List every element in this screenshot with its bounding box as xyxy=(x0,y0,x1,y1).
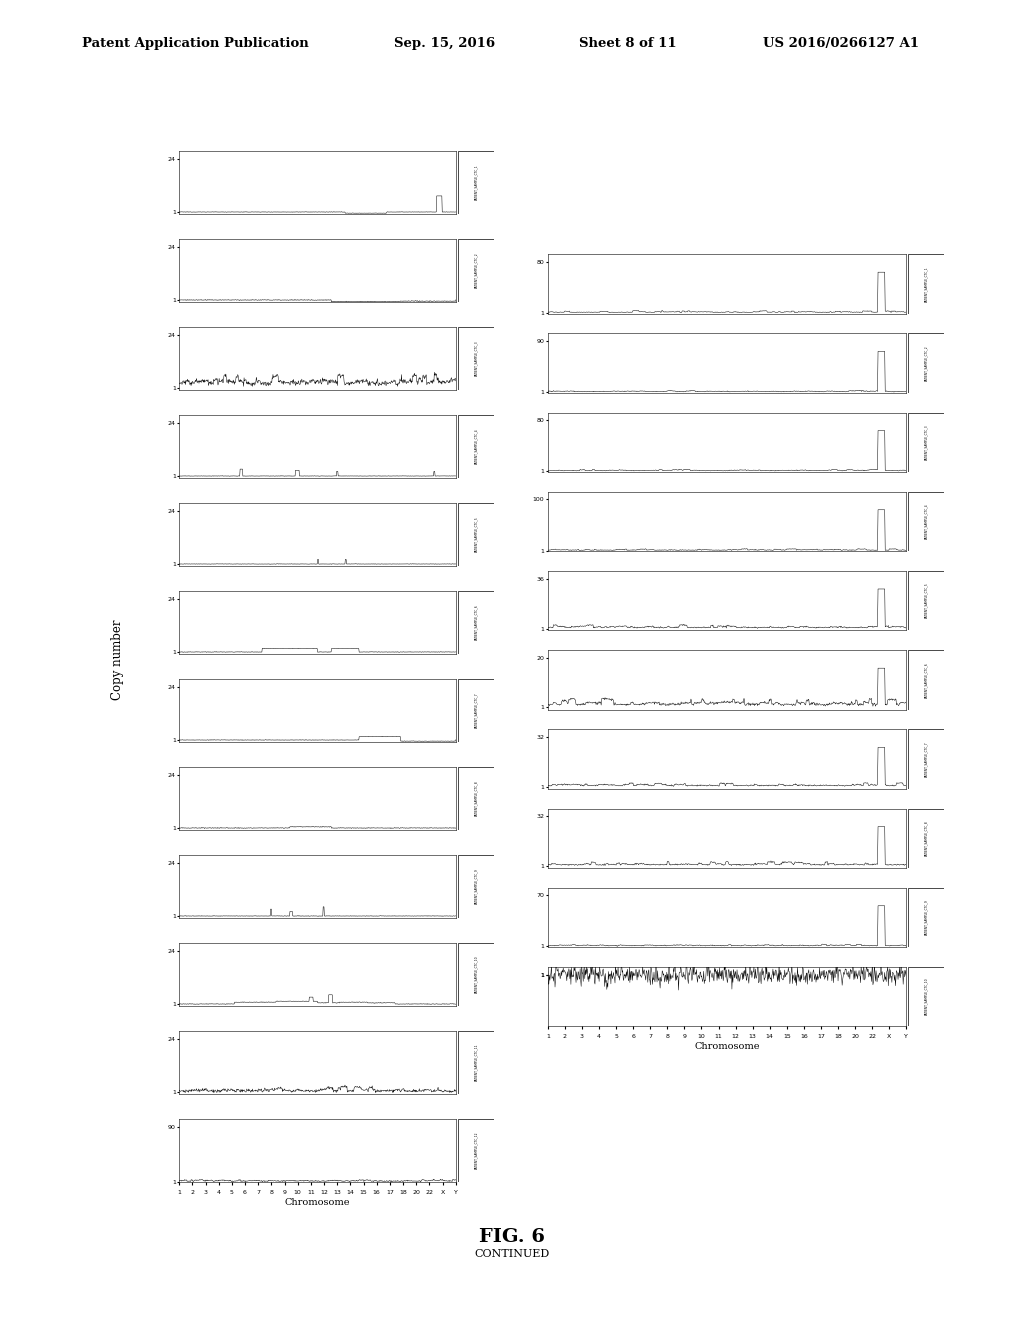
Text: PATIENT_SAMPLE_CTC_3: PATIENT_SAMPLE_CTC_3 xyxy=(474,341,477,376)
Text: PATIENT_SAMPLE_CTC_8: PATIENT_SAMPLE_CTC_8 xyxy=(474,781,477,816)
Text: PATIENT_SAMPLE_CTC_3: PATIENT_SAMPLE_CTC_3 xyxy=(925,425,928,459)
Text: PATIENT_SAMPLE_CTC_9: PATIENT_SAMPLE_CTC_9 xyxy=(925,899,928,936)
Text: PATIENT_SAMPLE_CTC_6: PATIENT_SAMPLE_CTC_6 xyxy=(925,661,928,698)
Text: Sheet 8 of 11: Sheet 8 of 11 xyxy=(579,37,676,50)
Text: PATIENT_SAMPLE_CTC_10: PATIENT_SAMPLE_CTC_10 xyxy=(474,956,477,994)
Text: Sep. 15, 2016: Sep. 15, 2016 xyxy=(394,37,496,50)
Text: FIG. 6: FIG. 6 xyxy=(479,1228,545,1246)
Text: PATIENT_SAMPLE_CTC_4: PATIENT_SAMPLE_CTC_4 xyxy=(925,504,928,539)
X-axis label: Chromosome: Chromosome xyxy=(285,1197,350,1206)
Text: PATIENT_SAMPLE_CTC_2: PATIENT_SAMPLE_CTC_2 xyxy=(925,346,928,380)
Text: PATIENT_SAMPLE_CTC_5: PATIENT_SAMPLE_CTC_5 xyxy=(474,516,477,553)
Text: PATIENT_SAMPLE_CTC_7: PATIENT_SAMPLE_CTC_7 xyxy=(925,742,928,776)
Text: PATIENT_SAMPLE_CTC_5: PATIENT_SAMPLE_CTC_5 xyxy=(925,582,928,619)
Text: PATIENT_SAMPLE_CTC_10: PATIENT_SAMPLE_CTC_10 xyxy=(925,978,928,1015)
X-axis label: Chromosome: Chromosome xyxy=(694,1041,760,1051)
Text: PATIENT_SAMPLE_CTC_1: PATIENT_SAMPLE_CTC_1 xyxy=(474,165,477,201)
Text: PATIENT_SAMPLE_CTC_4: PATIENT_SAMPLE_CTC_4 xyxy=(474,429,477,465)
Text: PATIENT_SAMPLE_CTC_12: PATIENT_SAMPLE_CTC_12 xyxy=(474,1131,477,1170)
Text: PATIENT_SAMPLE_CTC_2: PATIENT_SAMPLE_CTC_2 xyxy=(474,253,477,288)
Text: Copy number: Copy number xyxy=(112,620,124,700)
Text: CONTINUED: CONTINUED xyxy=(474,1249,550,1259)
Text: PATIENT_SAMPLE_CTC_1: PATIENT_SAMPLE_CTC_1 xyxy=(925,267,928,301)
Text: PATIENT_SAMPLE_CTC_6: PATIENT_SAMPLE_CTC_6 xyxy=(474,605,477,640)
Text: PATIENT_SAMPLE_CTC_8: PATIENT_SAMPLE_CTC_8 xyxy=(925,821,928,855)
Text: US 2016/0266127 A1: US 2016/0266127 A1 xyxy=(763,37,919,50)
Text: PATIENT_SAMPLE_CTC_11: PATIENT_SAMPLE_CTC_11 xyxy=(474,1044,477,1081)
Text: PATIENT_SAMPLE_CTC_7: PATIENT_SAMPLE_CTC_7 xyxy=(474,693,477,729)
Text: PATIENT_SAMPLE_CTC_9: PATIENT_SAMPLE_CTC_9 xyxy=(474,869,477,904)
Text: Patent Application Publication: Patent Application Publication xyxy=(82,37,308,50)
